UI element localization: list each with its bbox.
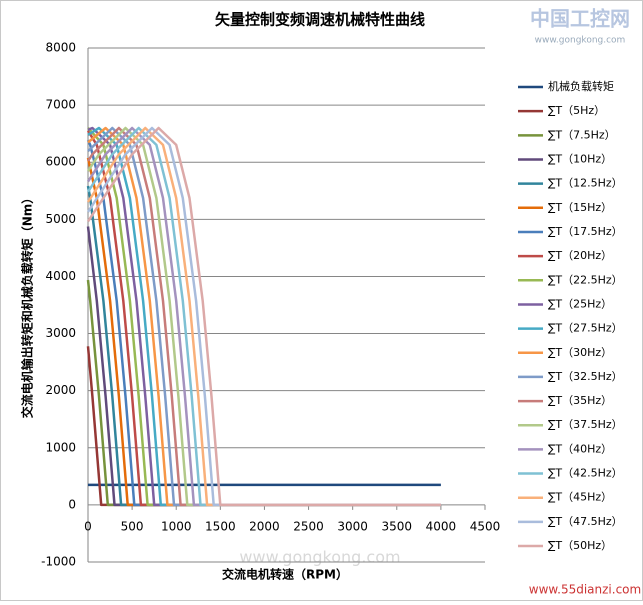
chart-title: 矢量控制变频调速机械特性曲线	[215, 11, 425, 29]
y-tick-label: 1000	[45, 440, 76, 454]
legend-label: ∑T（17.5Hz）	[548, 225, 623, 238]
legend-label: ∑T（42.5Hz）	[548, 467, 623, 480]
legend-label: ∑T（40Hz）	[548, 442, 612, 455]
series-line	[86, 126, 441, 507]
legend-label: ∑T（50Hz）	[548, 539, 612, 552]
series-line	[86, 139, 441, 507]
watermark: www.gongkong.com	[535, 36, 626, 46]
legend-label: ∑T（20Hz）	[548, 249, 612, 262]
x-tick-label: 2000	[249, 519, 280, 533]
legend-label: ∑T（27.5Hz）	[548, 322, 623, 335]
legend-label: ∑T（37.5Hz）	[548, 418, 623, 431]
y-tick-label: 6000	[45, 155, 76, 169]
legend-label: ∑T（12.5Hz）	[548, 177, 623, 190]
y-tick-label: 4000	[45, 269, 76, 283]
watermark: 中国工控网	[530, 7, 630, 31]
legend-label: ∑T（30Hz）	[548, 346, 612, 359]
y-tick-label: 2000	[45, 383, 76, 397]
y-tick-label: 8000	[45, 41, 76, 55]
legend-label: ∑T（47.5Hz）	[548, 515, 623, 528]
x-axis-label: 交流电机转速（RPM）	[222, 567, 348, 582]
legend-label: ∑T（45Hz）	[548, 491, 612, 504]
legend-label: ∑T（7.5Hz）	[548, 128, 616, 141]
x-tick-label: 2500	[293, 519, 324, 533]
y-tick-label: 3000	[45, 326, 76, 340]
legend-label: ∑T（32.5Hz）	[548, 370, 623, 383]
watermark: www.55dianzi.com	[529, 583, 641, 597]
y-tick-label: 0	[68, 497, 76, 511]
legend-label: 机械负载转矩	[548, 79, 614, 93]
series-line	[86, 126, 441, 507]
x-tick-label: 3000	[337, 519, 368, 533]
watermark: www.gongkong.com	[239, 548, 400, 567]
series-line	[86, 126, 441, 507]
y-tick-label: -1000	[41, 555, 76, 569]
x-tick-label: 1000	[161, 519, 192, 533]
y-tick-label: 5000	[45, 212, 76, 226]
x-tick-label: 4500	[470, 519, 501, 533]
x-tick-label: 500	[121, 519, 144, 533]
series-line	[86, 130, 441, 507]
x-tick-label: 4000	[426, 519, 457, 533]
legend-label: ∑T（10Hz）	[548, 152, 612, 165]
x-tick-label: 0	[84, 519, 92, 533]
legend-label: ∑T（25Hz）	[548, 297, 612, 310]
legend-label: ∑T（35Hz）	[548, 394, 612, 407]
series-line	[86, 126, 441, 507]
y-axis-label: 交流电机输出转矩和机械负载转矩（Nm）	[20, 192, 35, 419]
legend-label: ∑T（5Hz）	[548, 104, 605, 117]
series-line	[86, 126, 441, 507]
legend-label: ∑T（22.5Hz）	[548, 273, 623, 286]
series-line	[86, 126, 441, 507]
x-tick-label: 1500	[205, 519, 236, 533]
series-line	[86, 126, 441, 507]
y-tick-label: 7000	[45, 98, 76, 112]
legend-label: ∑T（15Hz）	[548, 201, 612, 214]
x-tick-label: 3500	[382, 519, 413, 533]
